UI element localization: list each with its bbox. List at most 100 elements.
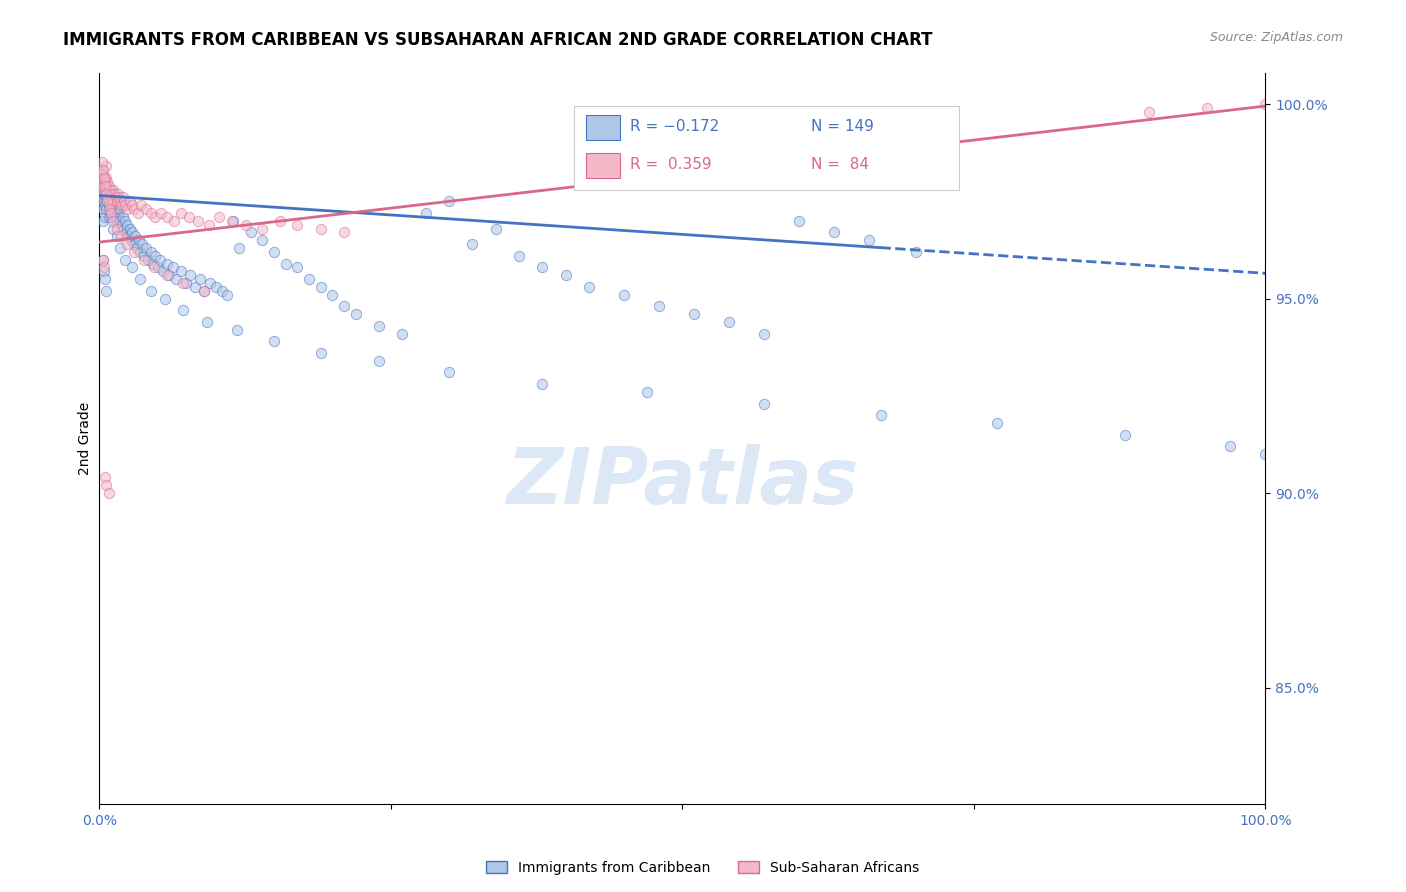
Point (648, 299, 671, 313)
Point (94, 210, 117, 224)
Point (96, 190, 118, 204)
Point (135, 202, 157, 216)
Point (105, 202, 128, 216)
Point (93, 183, 115, 197)
Point (415, 206, 437, 220)
Point (89, 175, 111, 189)
Point (717, 315, 740, 329)
Point (222, 214, 245, 228)
Point (96, 478, 118, 492)
Point (143, 249, 166, 263)
Point (91, 163, 114, 178)
Point (149, 252, 172, 267)
Point (188, 272, 211, 286)
Point (89, 198, 111, 212)
Point (132, 252, 155, 267)
Point (108, 210, 131, 224)
Point (135, 241, 157, 255)
Point (156, 210, 179, 224)
Point (89, 183, 111, 197)
Point (368, 318, 391, 333)
Point (1219, 439, 1241, 453)
Point (96, 194, 118, 209)
Point (101, 190, 124, 204)
Point (96, 186, 118, 201)
Point (100, 198, 122, 212)
Point (103, 214, 125, 228)
Point (104, 210, 127, 224)
Point (128, 233, 150, 247)
Point (98, 183, 121, 197)
Point (108, 241, 131, 255)
Point (263, 244, 285, 259)
Point (93, 194, 115, 209)
Point (96, 202, 118, 216)
Point (93, 171, 115, 186)
Point (100, 210, 122, 224)
Point (91, 252, 114, 267)
Point (125, 241, 148, 255)
Point (96, 175, 118, 189)
Point (89, 186, 111, 201)
Point (122, 237, 145, 252)
Point (90, 167, 112, 181)
Point (554, 268, 576, 283)
Point (170, 206, 193, 220)
Point (437, 366, 460, 380)
Point (94, 175, 117, 189)
Point (309, 280, 332, 294)
Point (103, 221, 125, 235)
Point (114, 214, 136, 228)
Point (118, 221, 141, 235)
Point (93, 183, 115, 197)
Point (309, 221, 332, 235)
Point (150, 206, 173, 220)
Point (97, 486, 120, 500)
Point (90, 163, 112, 178)
Text: ZIPatlas: ZIPatlas (506, 444, 859, 520)
Point (94, 470, 117, 484)
Point (485, 221, 508, 235)
Point (117, 229, 139, 244)
Point (96, 178, 118, 193)
Point (368, 353, 391, 368)
Point (221, 214, 243, 228)
Point (787, 214, 810, 228)
Point (174, 276, 197, 290)
Point (1197, 101, 1219, 115)
Point (309, 346, 332, 360)
Point (333, 226, 356, 240)
Point (90, 155, 112, 169)
Point (97, 198, 120, 212)
Point (531, 377, 554, 392)
Point (91, 214, 114, 228)
Point (105, 214, 128, 228)
Point (184, 280, 207, 294)
Point (100, 194, 122, 209)
Point (127, 206, 149, 220)
Point (239, 226, 262, 240)
Point (93, 264, 115, 278)
Point (111, 210, 134, 224)
Point (287, 218, 309, 232)
Point (98, 190, 121, 204)
Point (98, 202, 121, 216)
Point (115, 218, 138, 232)
Point (101, 198, 124, 212)
Point (904, 244, 927, 259)
Point (752, 396, 775, 410)
Point (252, 221, 274, 235)
Point (177, 210, 200, 224)
Point (787, 155, 810, 169)
Point (869, 409, 891, 423)
Point (103, 194, 125, 209)
Point (122, 202, 145, 216)
Point (94, 186, 117, 201)
Point (97, 178, 120, 193)
Point (101, 186, 124, 201)
Point (461, 237, 484, 252)
Point (118, 194, 141, 209)
Point (143, 210, 166, 224)
Point (139, 244, 162, 259)
Point (97, 210, 120, 224)
